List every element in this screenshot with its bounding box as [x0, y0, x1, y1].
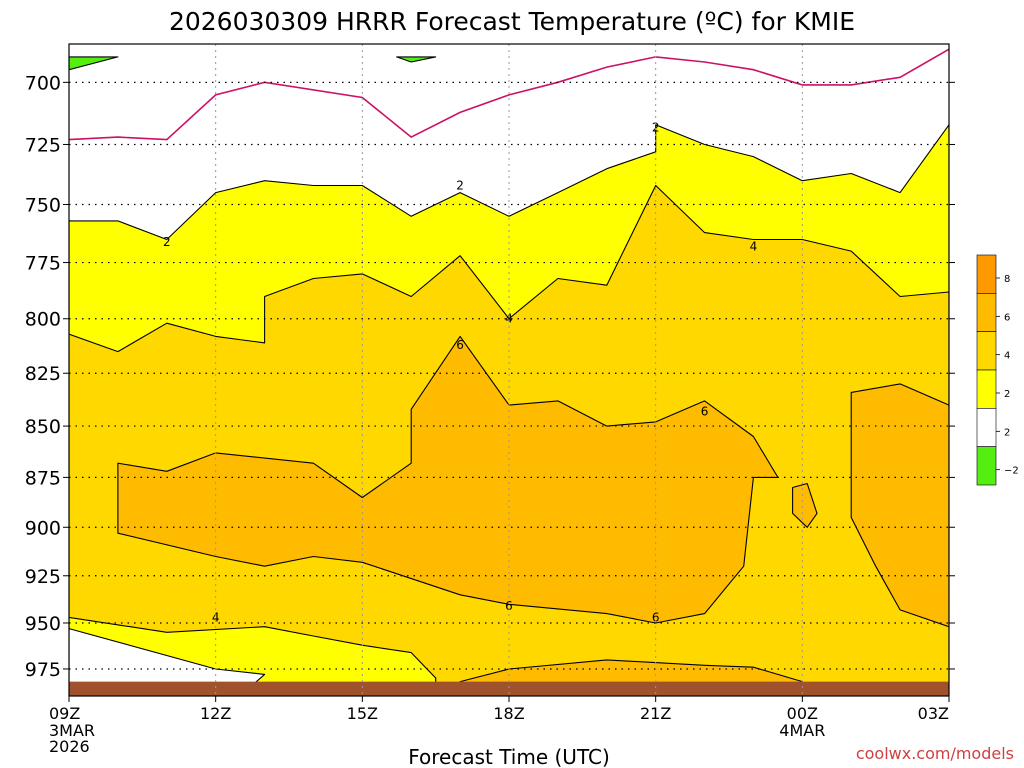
y-tick-label: 750 — [25, 194, 61, 216]
colorbar-swatch — [976, 408, 997, 447]
y-tick-label: 925 — [25, 566, 61, 588]
y-tick-label: 900 — [25, 517, 61, 539]
x-tick-label: 03Z — [918, 704, 949, 723]
ground-surface — [69, 681, 949, 696]
x-tick-label: 09Z — [49, 704, 80, 723]
y-tick-label: 975 — [25, 659, 61, 681]
contour-label: 4 — [212, 610, 220, 624]
temperature-region — [396, 56, 437, 63]
temperature-region — [850, 383, 949, 628]
contour-label: 6 — [701, 404, 709, 418]
colorbar-swatch — [976, 331, 997, 371]
credit-link[interactable]: coolwx.com/models — [856, 744, 1014, 763]
chart-title: 2026030309 HRRR Forecast Temperature (ºC… — [169, 7, 855, 36]
colorbar-label: 4 — [1004, 351, 1010, 362]
contour-label: 6 — [456, 338, 464, 352]
x-tick-label: 12Z — [200, 704, 231, 723]
y-tick-label: 825 — [25, 363, 61, 385]
colorbar: 8 6 4 2 2 −2 — [976, 254, 1019, 486]
colorbar-label: 8 — [1004, 274, 1010, 285]
colorbar-label: 6 — [1004, 312, 1010, 323]
y-tick-label: 800 — [25, 309, 61, 331]
x-tick-sublabel: 4MAR — [779, 721, 825, 740]
contour-label: 2 — [652, 120, 660, 134]
contour-label: 6 — [652, 610, 660, 624]
colorbar-label: 2 — [1004, 427, 1010, 438]
x-tick-sublabel: 2026 — [49, 737, 90, 756]
contour-label: 4 — [750, 239, 758, 253]
y-tick-label: 875 — [25, 467, 61, 489]
contour-label: 4 — [505, 312, 513, 326]
x-tick-label: 18Z — [493, 704, 524, 723]
contour-label: 6 — [505, 599, 513, 613]
colorbar-swatch — [976, 446, 997, 486]
y-tick-label: 850 — [25, 416, 61, 438]
contour-label: 2 — [163, 235, 171, 249]
colorbar-swatch — [976, 254, 997, 294]
y-tick-label: 950 — [25, 613, 61, 635]
temperature-region — [69, 56, 119, 71]
x-tick-label: 00Z — [787, 704, 818, 723]
contour-label: 2 — [456, 179, 464, 193]
x-axis-label: Forecast Time (UTC) — [408, 745, 610, 768]
zero-degree-line — [69, 48, 949, 141]
colorbar-swatch — [976, 369, 997, 409]
colorbar-label: 2 — [1004, 389, 1010, 400]
x-tick-label: 15Z — [347, 704, 378, 723]
x-tick-sublabel: 3MAR — [49, 721, 95, 740]
x-tick-label: 21Z — [640, 704, 671, 723]
colorbar-label: −2 — [1004, 466, 1019, 477]
temperature-region — [792, 482, 818, 528]
y-tick-label: 775 — [25, 253, 61, 275]
y-tick-label: 700 — [25, 72, 61, 94]
y-axis-ticks: 700 725 750 775 800 825 850 875 900 925 950 975 — [25, 72, 955, 681]
colorbar-swatch — [976, 293, 997, 332]
y-tick-label: 725 — [25, 134, 61, 156]
